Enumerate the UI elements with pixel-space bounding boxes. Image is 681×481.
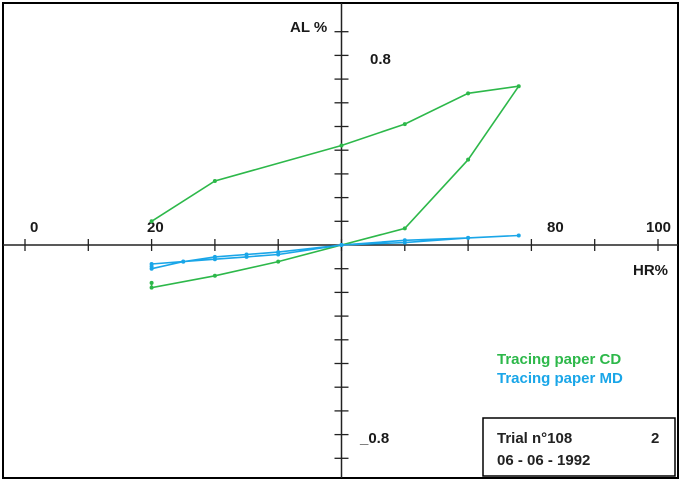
x-tick-label-0: 0 [30,219,38,236]
legend-entry-md: Tracing paper MD [497,370,623,387]
info-box: Trial n°108 2 06 - 06 - 1992 [482,417,676,477]
data-point [149,219,154,224]
data-point [516,233,521,238]
info-box-border [482,417,676,477]
info-number: 2 [651,430,659,447]
y-axis-ticks [334,31,349,459]
data-point [402,238,407,243]
data-point [466,91,471,96]
data-point [339,243,344,247]
data-point [149,285,154,290]
y-axis-title: AL % [290,19,327,36]
data-point [149,264,154,269]
legend-entry-cd: Tracing paper CD [497,351,621,368]
data-point [276,250,281,255]
x-tick-label-100: 100 [646,219,671,236]
x-tick-label-20: 20 [147,219,164,236]
data-point [212,254,217,259]
y-tick-label-bottom: _0.8 [359,430,389,447]
data-point [516,84,521,89]
data-point [212,179,217,184]
x-axis-ticks [24,239,659,251]
x-tick-label-80: 80 [547,219,564,236]
legend: Tracing paper CD Tracing paper MD [497,351,623,387]
data-point [276,259,281,264]
x-axis-title: HR% [633,262,668,279]
data-point [244,252,249,257]
data-point [466,157,471,162]
data-point [466,235,471,240]
series-layer [149,84,521,290]
y-tick-label-top: 0.8 [370,51,391,68]
info-trial: Trial n°108 [497,430,572,447]
data-point [181,259,186,264]
data-point [212,273,217,278]
info-date: 06 - 06 - 1992 [497,452,590,469]
data-point [339,143,344,148]
data-point [149,280,154,285]
data-point [402,122,407,127]
data-point [402,226,407,231]
series-line-md [150,234,519,270]
